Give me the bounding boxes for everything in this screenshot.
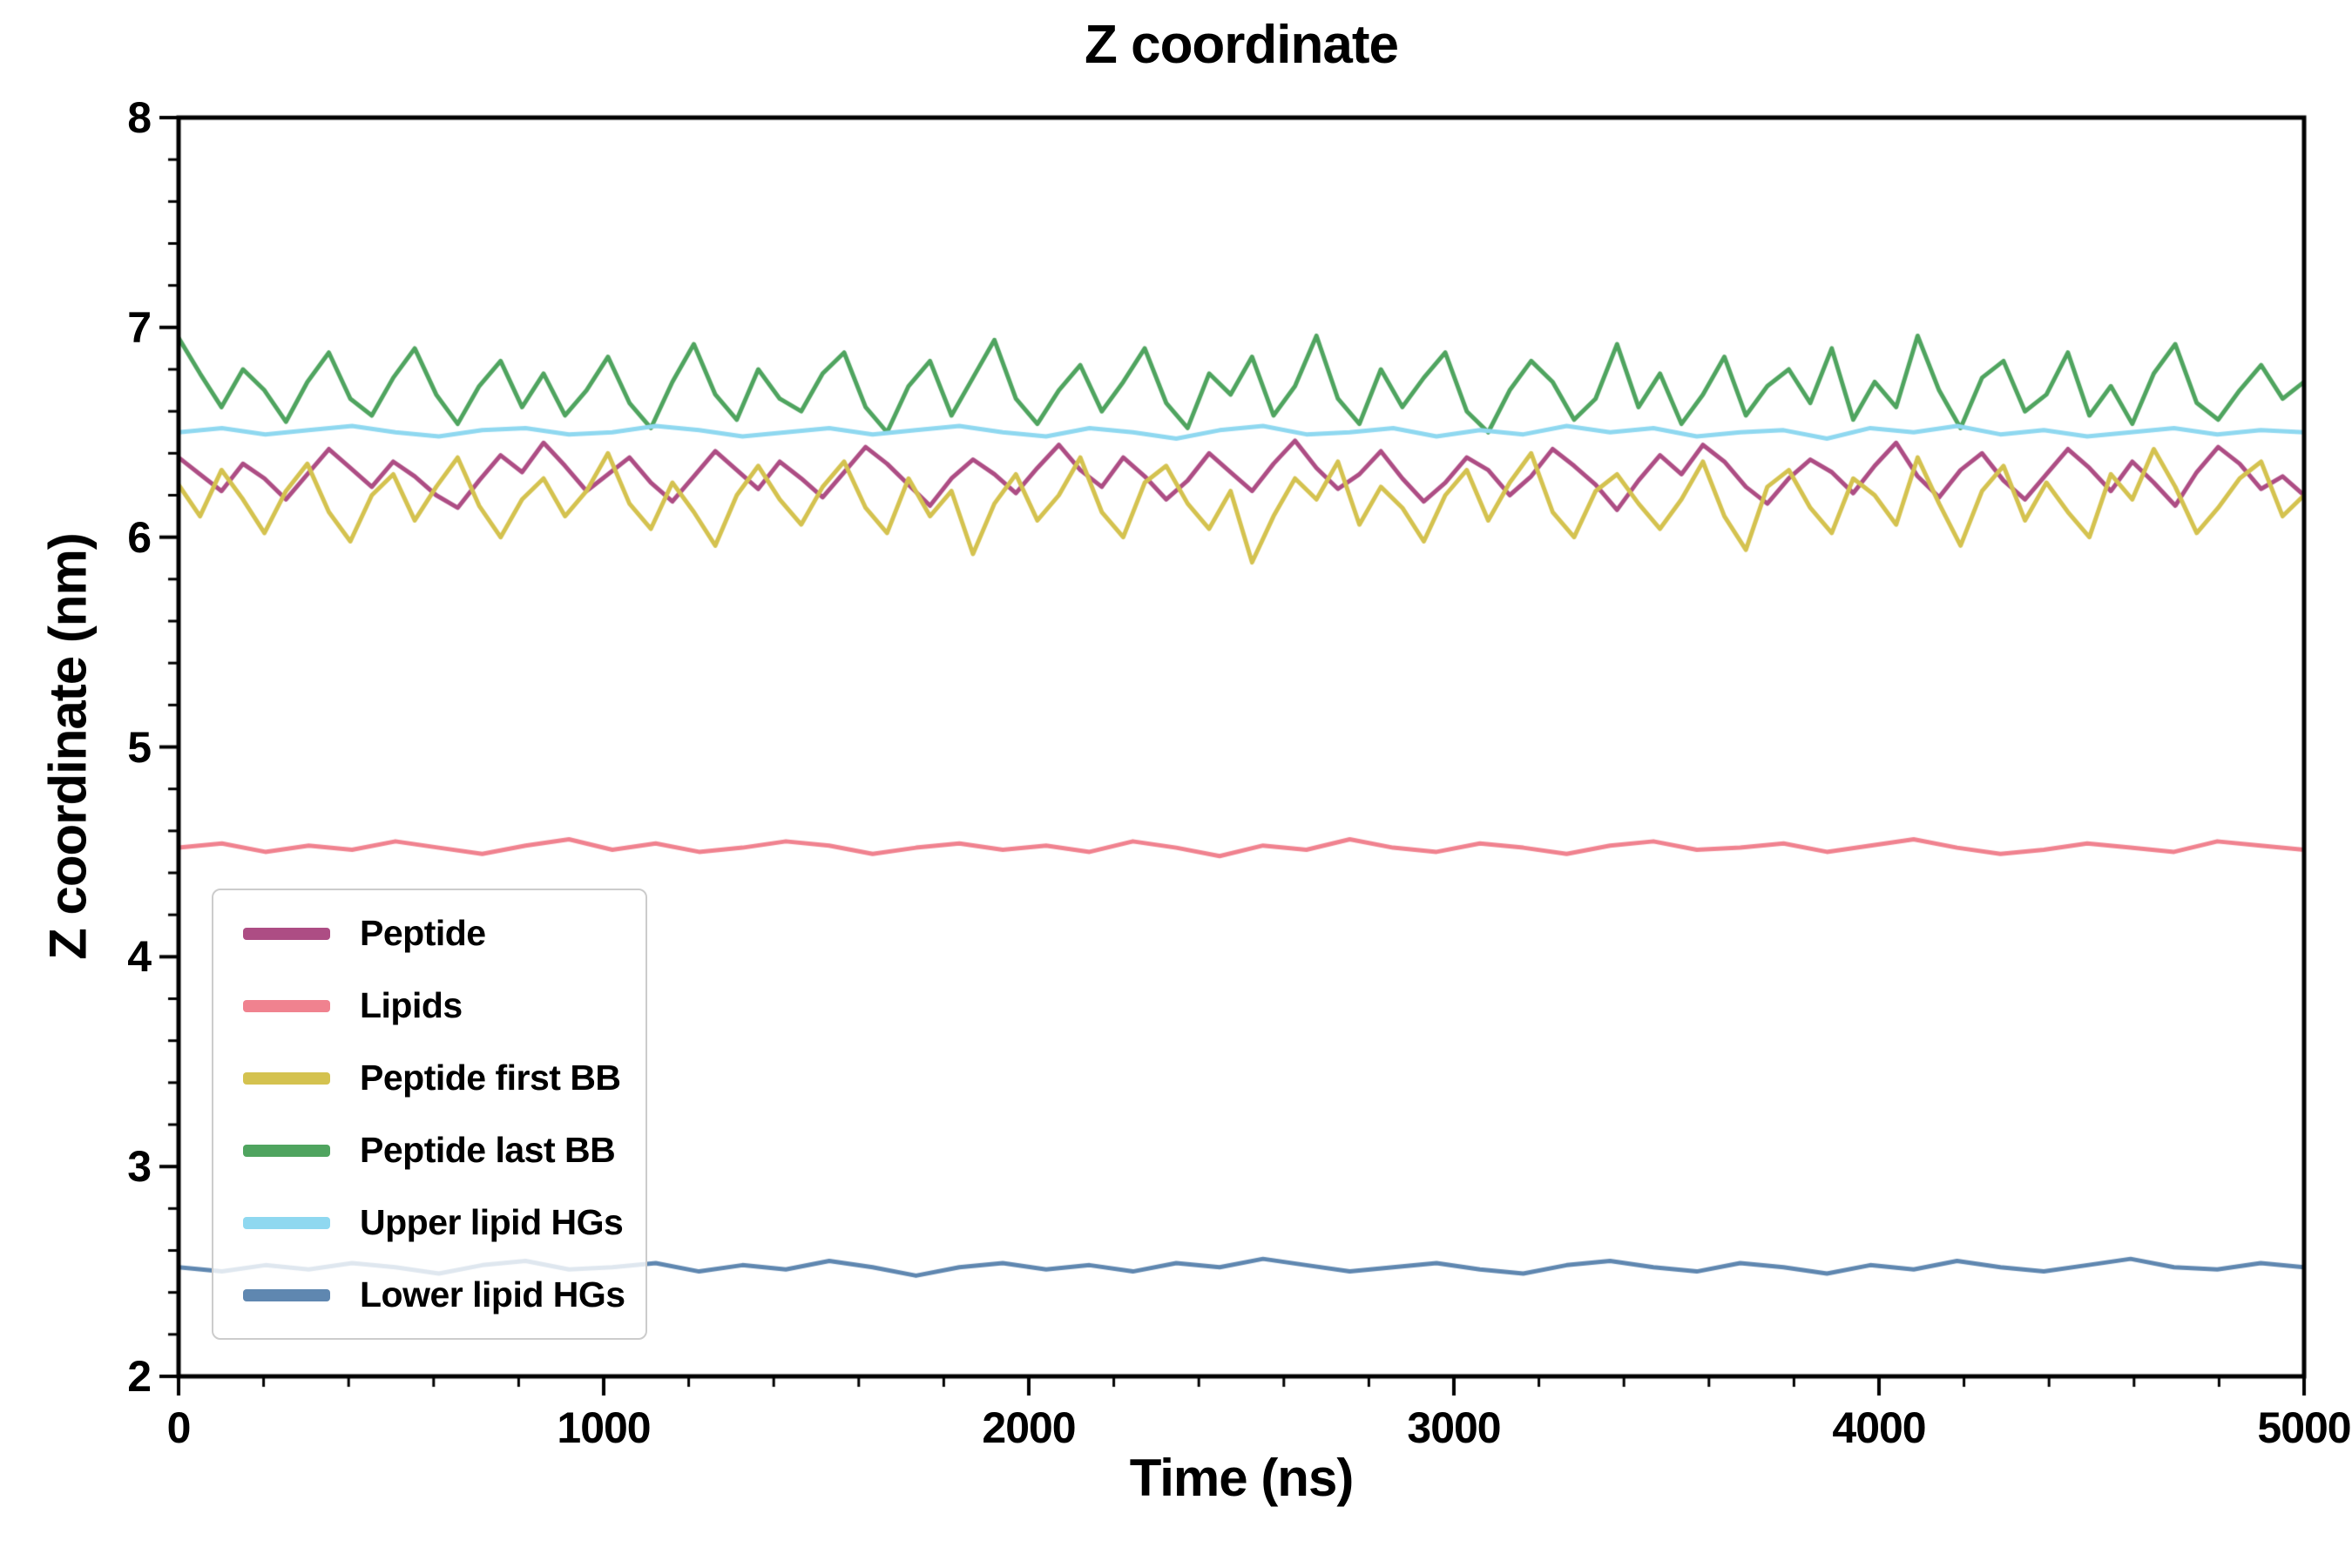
legend-item: Peptide: [243, 913, 616, 954]
legend-swatch: [243, 1071, 330, 1085]
legend-label: Peptide: [360, 913, 486, 953]
x-tick-label: 5000: [2257, 1403, 2351, 1452]
y-tick-label: 3: [127, 1142, 152, 1192]
y-tick-label: 4: [127, 932, 152, 982]
x-tick-label: 3000: [1407, 1403, 1501, 1452]
y-tick-label: 8: [127, 93, 152, 142]
legend-swatch: [243, 1288, 330, 1301]
legend-swatch: [243, 1216, 330, 1229]
legend-item: Peptide last BB: [243, 1130, 616, 1171]
legend-label: Lipids: [360, 985, 463, 1025]
legend-label: Lower lipid HGs: [360, 1274, 625, 1315]
legend-label: Peptide first BB: [360, 1058, 621, 1098]
y-axis-label: Z coordinate (nm): [38, 533, 98, 960]
legend-swatch: [243, 1144, 330, 1157]
legend-swatch: [243, 999, 330, 1012]
legend-item: Upper lipid HGs: [243, 1202, 624, 1243]
legend: Peptide Lipids Peptide first BB Peptide las…: [212, 889, 647, 1340]
legend-item: Peptide first BB: [243, 1058, 621, 1098]
x-tick-label: 0: [166, 1403, 192, 1452]
legend-item: Lower lipid HGs: [243, 1274, 625, 1315]
y-tick-label: 2: [127, 1352, 152, 1401]
legend-label: Peptide last BB: [360, 1130, 616, 1170]
x-tick-label: 1000: [557, 1403, 651, 1452]
chart-title: Z coordinate: [1084, 15, 1399, 75]
legend-label: Upper lipid HGs: [360, 1202, 624, 1242]
y-tick-label: 7: [127, 302, 152, 352]
x-tick-label: 4000: [1832, 1403, 1926, 1452]
y-tick-label: 5: [127, 722, 152, 772]
x-tick-label: 2000: [982, 1403, 1076, 1452]
legend-swatch: [243, 927, 330, 940]
y-tick-label: 6: [127, 512, 152, 562]
x-axis-label: Time (ns): [1129, 1449, 1355, 1507]
legend-item: Lipids: [243, 985, 616, 1026]
